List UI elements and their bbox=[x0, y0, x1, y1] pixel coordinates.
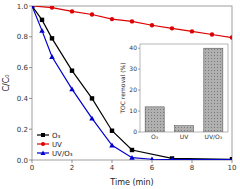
marker bbox=[130, 19, 134, 23]
x-tick-label: 6 bbox=[150, 164, 155, 172]
inset: 0 10 20 30 40 TOC removal (%) O₃ UV UV/O₃ bbox=[119, 44, 228, 140]
y-tick-label: 0.4 bbox=[17, 95, 29, 103]
marker bbox=[149, 156, 155, 160]
inset-y-tick-label: 30 bbox=[129, 65, 137, 72]
y-tick-label: 0.0 bbox=[17, 157, 28, 165]
marker bbox=[50, 6, 54, 10]
x-tick bbox=[192, 160, 193, 163]
inset-frame bbox=[140, 44, 228, 132]
bar bbox=[174, 126, 193, 132]
x-tick bbox=[32, 160, 33, 163]
chart-svg: 0 2 4 6 8 10 0.0 0.2 0.4 0.6 0.8 1.0 Time (min) C/C₀ O… bbox=[0, 0, 240, 189]
marker bbox=[190, 29, 194, 33]
x-tick bbox=[152, 160, 153, 163]
y-tick-label: 0.2 bbox=[17, 126, 28, 134]
x-axis-label: Time (min) bbox=[109, 178, 153, 187]
marker bbox=[230, 35, 232, 39]
inset-y-axis-label: TOC removal (%) bbox=[119, 62, 126, 114]
marker bbox=[32, 6, 34, 8]
marker bbox=[41, 142, 45, 146]
marker bbox=[109, 143, 115, 148]
y-tick bbox=[29, 67, 32, 68]
marker bbox=[70, 68, 74, 72]
inset-bars bbox=[145, 48, 223, 132]
marker bbox=[40, 18, 44, 22]
legend-label: UV bbox=[52, 141, 62, 149]
y-tick bbox=[29, 36, 32, 37]
y-tick-label: 0.8 bbox=[17, 33, 28, 41]
marker bbox=[49, 54, 55, 59]
y-tick-label: 1.0 bbox=[17, 3, 28, 11]
marker bbox=[89, 116, 95, 121]
inset-y-tick-label: 20 bbox=[129, 86, 137, 93]
marker bbox=[130, 148, 134, 152]
axes: 0 2 4 6 8 10 0.0 0.2 0.4 0.6 0.8 1.0 Time (min) C/C₀ bbox=[2, 3, 236, 188]
marker bbox=[110, 129, 114, 133]
bar bbox=[204, 48, 223, 132]
marker bbox=[90, 96, 94, 100]
marker bbox=[50, 36, 54, 40]
y-tick bbox=[29, 160, 32, 161]
marker bbox=[41, 133, 45, 137]
marker bbox=[169, 157, 175, 160]
marker bbox=[70, 9, 74, 13]
x-tick-label: 2 bbox=[70, 164, 74, 172]
series bbox=[32, 6, 232, 160]
y-tick bbox=[29, 98, 32, 99]
x-tick bbox=[112, 160, 113, 163]
marker bbox=[210, 32, 214, 36]
marker bbox=[41, 151, 46, 155]
inset-x-tick-label: UV bbox=[180, 133, 189, 140]
series bbox=[32, 6, 232, 160]
marker bbox=[39, 28, 45, 33]
inset-y-tick bbox=[138, 48, 140, 49]
marker bbox=[229, 157, 232, 160]
inset-y-tick bbox=[138, 90, 140, 91]
series-line bbox=[32, 6, 232, 159]
marker bbox=[32, 6, 35, 8]
x-tick bbox=[232, 160, 233, 163]
inset-y-tick-label: 40 bbox=[129, 44, 137, 51]
inset-y-tick-label: 10 bbox=[129, 107, 137, 114]
x-tick-label: 0 bbox=[30, 164, 34, 172]
legend-label: O₃ bbox=[52, 132, 61, 140]
y-tick bbox=[29, 129, 32, 130]
x-tick-label: 4 bbox=[110, 164, 115, 172]
marker bbox=[32, 6, 34, 8]
y-axis-label: C/C₀ bbox=[2, 74, 11, 91]
marker bbox=[129, 155, 135, 160]
legend: O₃UVUV/O₃ bbox=[37, 132, 73, 158]
y-tick bbox=[29, 6, 32, 7]
marker bbox=[110, 17, 114, 21]
series-line bbox=[32, 6, 232, 160]
series bbox=[32, 6, 232, 40]
inset-y-tick bbox=[138, 132, 140, 133]
marker bbox=[170, 26, 174, 30]
inset-x-tick-label: UV/O₃ bbox=[205, 133, 223, 140]
legend-label: UV/O₃ bbox=[52, 150, 73, 158]
marker bbox=[150, 23, 154, 27]
marker bbox=[90, 12, 94, 16]
y-tick-label: 0.6 bbox=[17, 64, 29, 72]
plot-frame bbox=[32, 6, 232, 160]
inset-x-tick-label: O₃ bbox=[151, 133, 159, 140]
x-tick-label: 10 bbox=[228, 164, 237, 172]
x-tick-label: 8 bbox=[190, 164, 194, 172]
bar bbox=[145, 107, 164, 132]
inset-y-tick bbox=[138, 69, 140, 70]
inset-y-tick-label: 0 bbox=[133, 128, 137, 135]
marker bbox=[69, 86, 75, 91]
inset-y-tick bbox=[138, 111, 140, 112]
series-line bbox=[32, 6, 232, 38]
plot-data bbox=[32, 6, 232, 160]
x-tick bbox=[72, 160, 73, 163]
chart-container: 0 2 4 6 8 10 0.0 0.2 0.4 0.6 0.8 1.0 Time (min) C/C₀ O… bbox=[0, 0, 240, 189]
